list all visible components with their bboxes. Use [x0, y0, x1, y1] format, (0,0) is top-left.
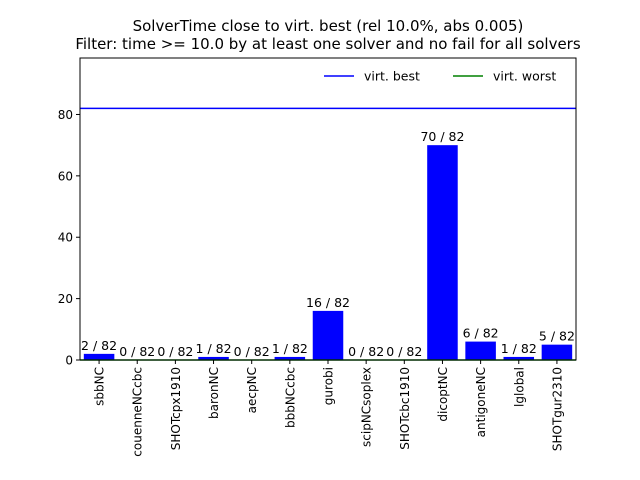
- y-tick-label-80: 80: [58, 108, 73, 122]
- bar-gurobi: [312, 310, 344, 360]
- data-label-sbbnc: 2 / 82: [81, 338, 117, 353]
- data-label-antigonenc: 6 / 82: [463, 326, 499, 341]
- y-tick-label-0: 0: [65, 354, 73, 368]
- bars-group: [83, 145, 573, 360]
- x-tick-label-lglobal: lglobal: [512, 367, 526, 407]
- bar-shotgur2310: [541, 344, 573, 360]
- data-label-shotgur2310: 5 / 82: [539, 329, 575, 344]
- x-tick-label-bbbnccbc: bbbNCcbc: [283, 367, 297, 428]
- data-label-dicoptnc: 70 / 82: [420, 129, 464, 144]
- bar-dicoptnc: [427, 145, 458, 360]
- legend: virt. best virt. worst: [324, 69, 556, 84]
- x-tick-label-shotcbc1910: SHOTcbc1910: [398, 367, 412, 450]
- data-label-couennenccbc: 0 / 82: [119, 344, 155, 359]
- x-tick-label-shotcpx1910: SHOTcpx1910: [169, 367, 183, 450]
- bar-antigonenc: [465, 341, 496, 360]
- x-tick-label-aecpnc: aecpNC: [245, 367, 259, 413]
- bar-lglobal: [503, 356, 535, 360]
- data-label-bbbnccbc: 1 / 82: [272, 341, 308, 356]
- x-tick-label-dicoptnc: dicoptNC: [436, 367, 450, 422]
- y-tick-label-40: 40: [58, 231, 73, 245]
- data-label-gurobi: 16 / 82: [306, 295, 350, 310]
- bar-sbbnc: [83, 353, 115, 360]
- bar-baronnc: [198, 356, 229, 360]
- x-tick-label-shotgur2310: SHOTgur2310: [550, 367, 564, 451]
- x-tick-label-sbbnc: sbbNC: [93, 367, 107, 406]
- data-label-aecpnc: 0 / 82: [234, 344, 270, 359]
- y-axis: 0 20 40 60 80: [58, 108, 80, 368]
- y-tick-label-20: 20: [58, 292, 73, 306]
- x-axis: sbbNC couenneNCcbc SHOTcpx1910 baronNC aecpN…: [93, 360, 564, 457]
- x-tick-label-baronnc: baronNC: [207, 367, 221, 419]
- data-label-shotcpx1910: 0 / 82: [157, 344, 193, 359]
- x-tick-label-scipncsoplex: scipNCsoplex: [360, 367, 374, 447]
- data-label-baronnc: 1 / 82: [196, 341, 232, 356]
- legend-label-virt-worst: virt. worst: [493, 69, 556, 84]
- chart-subtitle: Filter: time >= 10.0 by at least one sol…: [75, 35, 581, 53]
- x-tick-label-couennenccbc: couenneNCcbc: [131, 367, 145, 457]
- y-tick-label-60: 60: [58, 169, 73, 183]
- data-label-lglobal: 1 / 82: [501, 341, 537, 356]
- data-label-scipncsoplex: 0 / 82: [348, 344, 384, 359]
- legend-label-virt-best: virt. best: [364, 69, 420, 84]
- x-tick-label-gurobi: gurobi: [322, 367, 336, 405]
- data-label-shotcbc1910: 0 / 82: [386, 344, 422, 359]
- bar-bbbnccbc: [274, 356, 306, 360]
- chart-title: SolverTime close to virt. best (rel 10.0…: [133, 17, 524, 35]
- x-tick-label-antigonenc: antigoneNC: [474, 367, 488, 437]
